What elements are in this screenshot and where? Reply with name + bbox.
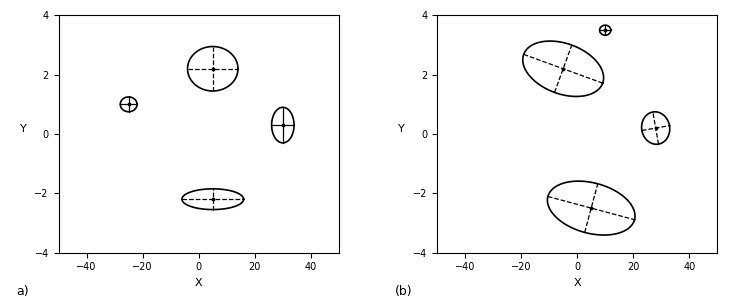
X-axis label: X: X — [195, 278, 203, 288]
X-axis label: X: X — [573, 278, 581, 288]
Y-axis label: Y: Y — [398, 124, 406, 134]
Text: (b): (b) — [395, 285, 413, 298]
Y-axis label: Y: Y — [20, 124, 27, 134]
Text: a): a) — [17, 285, 29, 298]
